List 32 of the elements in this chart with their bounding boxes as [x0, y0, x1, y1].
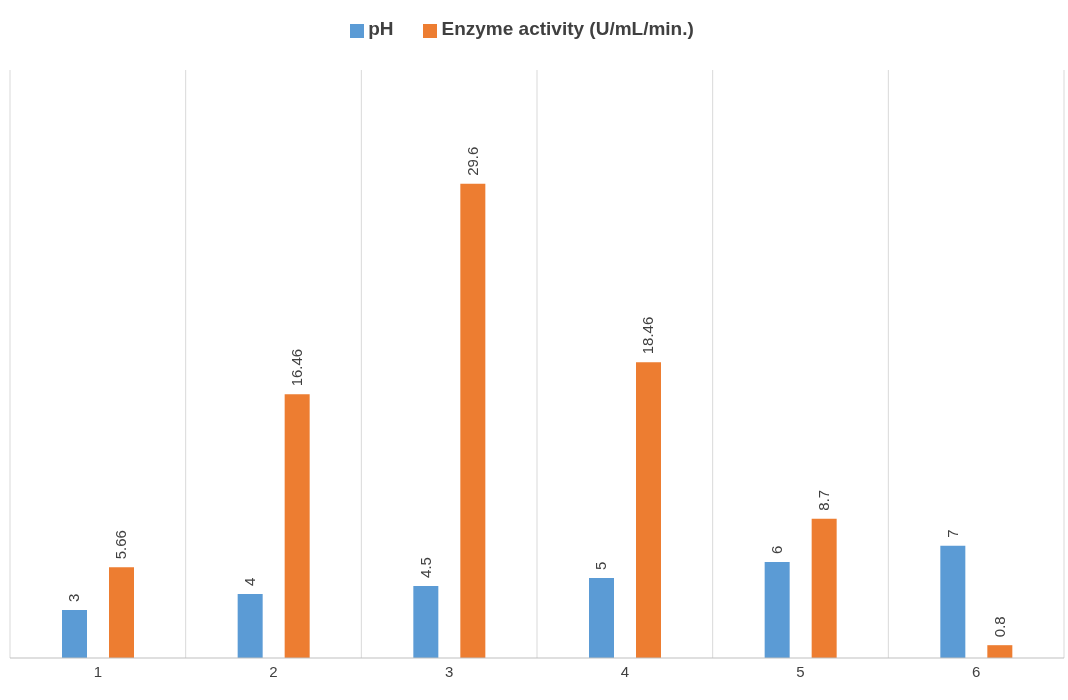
bar [413, 585, 439, 658]
data-label: 0.8 [990, 616, 1008, 638]
bar [940, 545, 966, 658]
data-label: 5.66 [112, 530, 130, 560]
bar [62, 609, 87, 658]
data-label: 29.6 [463, 146, 481, 176]
data-label: 7 [943, 529, 961, 538]
x-tick-label: 2 [269, 662, 278, 680]
data-label: 3 [65, 593, 83, 602]
bar [109, 567, 134, 658]
x-tick-label: 3 [444, 662, 454, 680]
bar [636, 362, 661, 658]
data-label: 8.7 [815, 489, 833, 511]
data-label: 5 [592, 561, 610, 570]
bar [764, 561, 790, 658]
data-label: 16.46 [288, 348, 306, 387]
legend-label: pH [368, 18, 394, 39]
data-label: 18.46 [639, 316, 657, 355]
bar [284, 394, 310, 658]
data-label: 4.5 [416, 557, 434, 578]
legend-label: Enzyme activity (U/mL/min.) [441, 18, 694, 39]
x-tick-label: 4 [620, 662, 630, 680]
bar [237, 593, 263, 658]
bar [987, 645, 1013, 658]
data-label: 4 [241, 577, 259, 586]
bar [811, 518, 837, 658]
bar [460, 183, 486, 658]
x-tick-label: 1 [93, 662, 103, 680]
x-tick-label: 6 [971, 662, 981, 680]
x-tick-label: 5 [796, 662, 805, 680]
bar [589, 577, 614, 658]
data-label: 6 [768, 545, 786, 554]
